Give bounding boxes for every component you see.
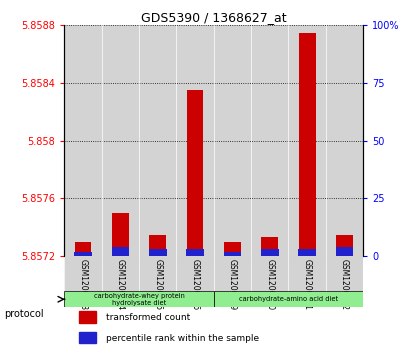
Text: GSM1200066: GSM1200066 — [190, 259, 200, 310]
Bar — [102, 25, 139, 256]
Bar — [64, 256, 102, 307]
Bar — [102, 256, 139, 307]
Text: GSM1200062: GSM1200062 — [340, 259, 349, 310]
Bar — [299, 33, 315, 256]
Title: GDS5390 / 1368627_at: GDS5390 / 1368627_at — [141, 11, 286, 24]
Bar — [214, 256, 251, 307]
Bar — [326, 25, 363, 256]
Bar — [214, 25, 251, 256]
Bar — [79, 332, 96, 343]
Bar — [261, 237, 278, 256]
Bar — [251, 25, 288, 256]
Bar — [75, 242, 91, 256]
Text: carbohydrate-whey protein
hydrolysate diet: carbohydrate-whey protein hydrolysate di… — [94, 293, 184, 306]
Bar — [298, 249, 316, 256]
Bar — [261, 249, 278, 256]
Bar — [224, 242, 241, 256]
Bar — [139, 256, 176, 307]
Text: transformed count: transformed count — [106, 313, 190, 322]
Text: protocol: protocol — [4, 309, 44, 319]
Text: percentile rank within the sample: percentile rank within the sample — [106, 334, 259, 343]
Bar — [288, 25, 326, 256]
Text: GSM1200060: GSM1200060 — [265, 259, 274, 310]
Text: GSM1200063: GSM1200063 — [78, 259, 88, 310]
Text: GSM1200061: GSM1200061 — [303, 259, 312, 310]
Bar — [112, 213, 129, 256]
Bar — [149, 249, 166, 256]
Bar — [74, 252, 92, 256]
Text: GSM1200065: GSM1200065 — [153, 259, 162, 310]
Bar — [251, 256, 288, 307]
Bar — [288, 256, 326, 307]
Bar — [79, 311, 96, 323]
Bar — [64, 291, 214, 307]
Bar — [186, 249, 204, 256]
Bar — [112, 247, 129, 256]
Bar — [149, 234, 166, 256]
Bar — [224, 252, 241, 256]
Bar — [336, 234, 353, 256]
Bar — [176, 256, 214, 307]
Text: GSM1200064: GSM1200064 — [116, 259, 125, 310]
Text: carbohydrate-amino acid diet: carbohydrate-amino acid diet — [239, 296, 338, 302]
Bar — [187, 90, 203, 256]
Bar — [326, 256, 363, 307]
Bar — [336, 247, 353, 256]
Bar — [214, 291, 363, 307]
Bar — [139, 25, 176, 256]
Bar — [64, 25, 102, 256]
Text: GSM1200059: GSM1200059 — [228, 259, 237, 310]
Bar — [176, 25, 214, 256]
